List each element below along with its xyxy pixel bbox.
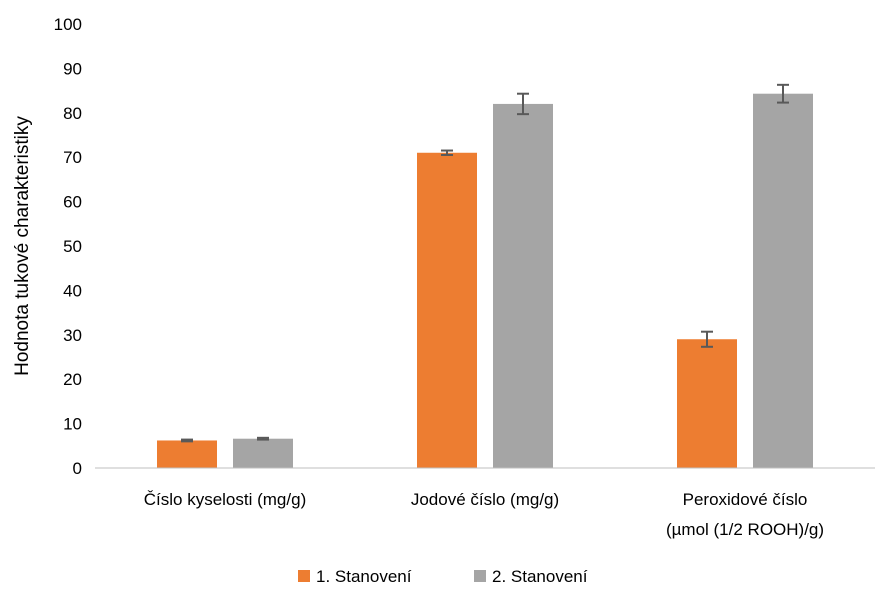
error-bar-series1-cat3 <box>701 330 713 348</box>
legend-label: 2. Stanovení <box>492 567 588 586</box>
y-axis-label: Hodnota tukové charakteristiky <box>12 116 33 376</box>
error-bar-series2-cat2 <box>517 92 529 116</box>
legend-swatch <box>298 570 310 582</box>
bar-series1-cat1 <box>157 440 217 468</box>
y-tick-label: 10 <box>63 415 82 434</box>
y-tick-label: 40 <box>63 281 82 300</box>
y-tick-label: 70 <box>63 148 82 167</box>
y-tick-label: 30 <box>63 326 82 345</box>
x-axis-labels: Číslo kyselosti (mg/g) Jodové číslo (mg/g… <box>144 490 824 539</box>
y-tick-label: 80 <box>63 104 82 123</box>
bar-series1-cat3 <box>677 339 737 468</box>
y-axis-ticks: 0 10 20 30 40 50 60 70 80 90 100 <box>54 15 82 478</box>
error-bar-series1-cat2 <box>441 149 453 156</box>
bar-series2-cat3 <box>753 93 813 468</box>
y-tick-label: 60 <box>63 193 82 212</box>
y-tick-label: 90 <box>63 59 82 78</box>
y-tick-label: 50 <box>63 237 82 256</box>
legend: 1. Stanovení 2. Stanovení <box>298 567 588 586</box>
error-bar-series2-cat1 <box>257 436 269 441</box>
error-bar-series2-cat3 <box>777 83 789 104</box>
error-bars <box>181 83 789 443</box>
category-label: Číslo kyselosti (mg/g) <box>144 490 306 509</box>
bar-series2-cat2 <box>493 103 553 469</box>
bars <box>157 93 813 469</box>
y-tick-label: 100 <box>54 15 82 34</box>
category-label: (µmol (1/2 ROOH)/g) <box>666 520 824 539</box>
category-label: Jodové číslo (mg/g) <box>411 490 559 509</box>
legend-swatch <box>474 570 486 582</box>
y-tick-label: 20 <box>63 370 82 389</box>
legend-label: 1. Stanovení <box>316 567 412 586</box>
bar-series1-cat2 <box>417 152 477 468</box>
category-label: Peroxidové číslo <box>683 490 808 509</box>
y-tick-label: 0 <box>73 459 82 478</box>
error-bar-series1-cat1 <box>181 438 193 443</box>
bar-series2-cat1 <box>233 438 293 468</box>
